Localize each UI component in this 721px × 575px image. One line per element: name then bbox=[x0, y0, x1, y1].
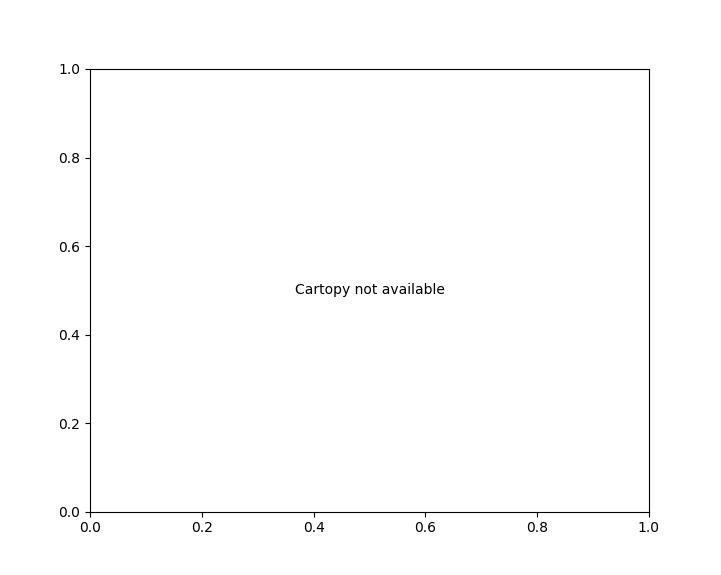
Text: Cartopy not available: Cartopy not available bbox=[295, 283, 444, 297]
